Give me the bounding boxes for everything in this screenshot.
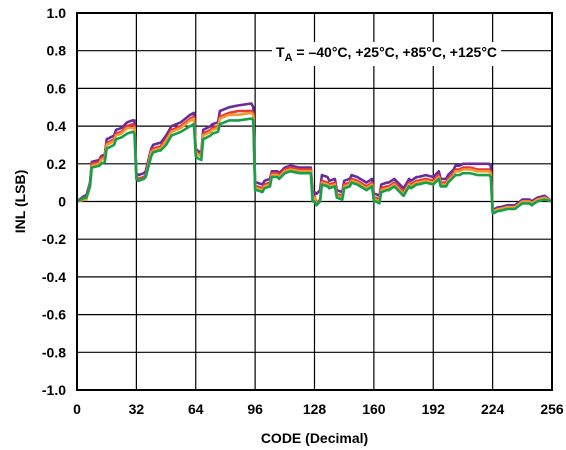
- x-tick-label: 64: [188, 401, 204, 417]
- y-tick-label: 0.6: [47, 80, 67, 96]
- annotation-text: = –40°C, +25°C, +85°C, +125°C: [293, 44, 498, 60]
- y-tick-labels: 1.0 0.8 0.6 0.4 0.2 0 -0.2 -0.4 -0.6 -0.8 -1.0: [42, 5, 66, 398]
- y-tick-label: -1.0: [42, 382, 66, 398]
- y-tick-label: 0: [58, 194, 66, 210]
- y-tick-label: -0.4: [42, 269, 66, 285]
- y-tick-label: 0.4: [47, 118, 67, 134]
- y-tick-label: -0.2: [42, 231, 66, 247]
- x-tick-label: 192: [422, 401, 446, 417]
- annotation-background: [272, 42, 502, 66]
- x-tick-label: 256: [540, 401, 564, 417]
- x-tick-label: 96: [247, 401, 263, 417]
- x-tick-label: 32: [129, 401, 145, 417]
- y-tick-label: -0.6: [42, 307, 66, 323]
- x-tick-label: 160: [362, 401, 386, 417]
- x-tick-labels: 0 32 64 96 128 160 192 224 256: [73, 401, 564, 417]
- temperature-annotation: TA = –40°C, +25°C, +85°C, +125°C: [276, 44, 497, 64]
- x-tick-label: 0: [73, 401, 81, 417]
- series-lines: [76, 102, 553, 215]
- x-axis-label: CODE (Decimal): [261, 430, 368, 446]
- annotation-subscript: A: [285, 52, 293, 64]
- y-axis-label: INL (LSB): [12, 170, 28, 234]
- x-tick-label: 224: [481, 401, 505, 417]
- y-tick-label: -0.8: [42, 344, 66, 360]
- y-tick-label: 1.0: [47, 5, 67, 21]
- y-tick-label: 0.8: [47, 43, 67, 59]
- y-tick-label: 0.2: [47, 156, 67, 172]
- series-line-4: [76, 117, 553, 215]
- annotation-prefix: T: [276, 44, 285, 60]
- x-tick-label: 128: [303, 401, 327, 417]
- plot-frame: [76, 12, 553, 391]
